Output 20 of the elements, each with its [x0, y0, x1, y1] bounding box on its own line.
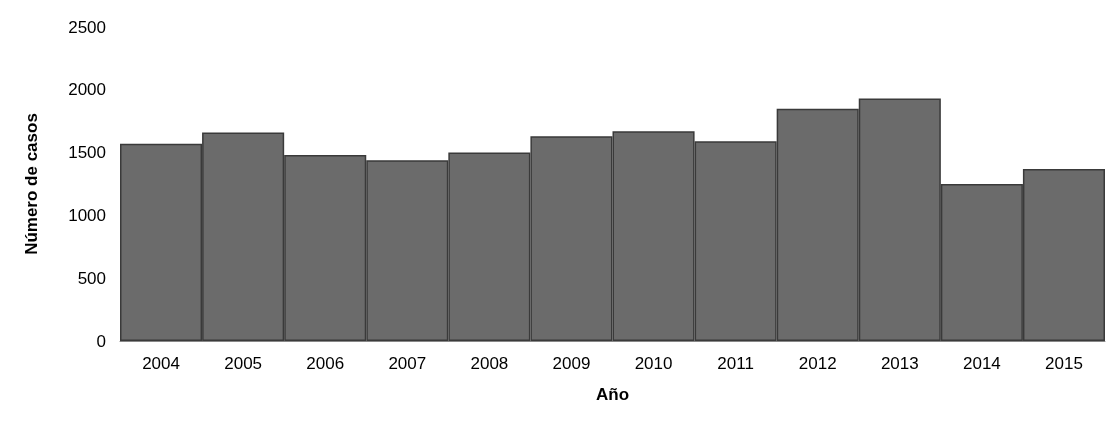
x-tick-label: 2008 — [470, 354, 509, 373]
y-tick-label: 2000 — [68, 80, 106, 100]
x-tick-label: 2014 — [962, 354, 1001, 373]
y-axis-title: Número de casos — [22, 113, 41, 255]
y-tick-label: 1500 — [68, 143, 106, 163]
x-tick-label: 2011 — [717, 354, 754, 373]
x-tick-label: 2010 — [634, 354, 673, 373]
y-tick-label: 2500 — [68, 17, 106, 37]
x-tick-label: 2007 — [388, 354, 427, 373]
x-tick-label: 2006 — [306, 354, 345, 373]
x-tick-label: 2004 — [142, 354, 180, 373]
y-tick-label: 0 — [96, 331, 106, 351]
x-axis-title: Año — [595, 385, 630, 404]
y-tick-label: 500 — [77, 268, 106, 288]
y-tick-label: 1000 — [68, 205, 106, 225]
x-tick-label: 2012 — [798, 354, 837, 373]
x-tick-label: 2005 — [224, 354, 263, 373]
x-tick-label: 2009 — [552, 354, 591, 373]
x-tick-label: 2015 — [1045, 354, 1083, 373]
x-tick-label: 2013 — [880, 354, 919, 373]
